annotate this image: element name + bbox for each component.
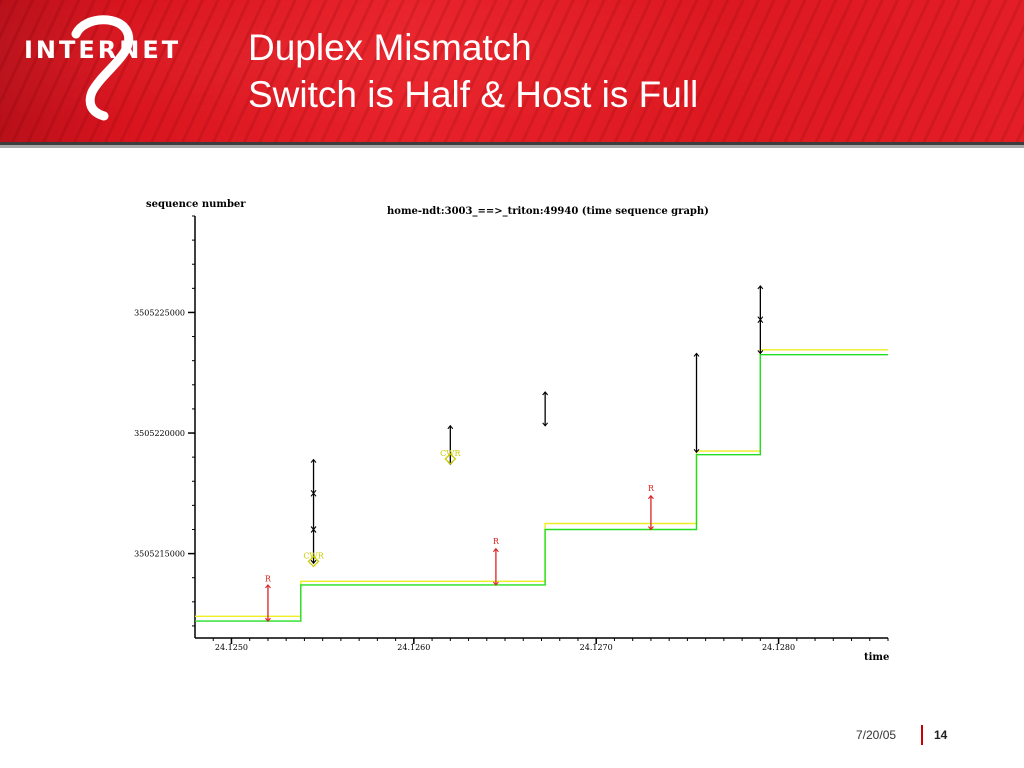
segment-arrow-top bbox=[757, 285, 764, 290]
segment-arrow-top bbox=[647, 494, 654, 500]
segment-arrow-bottom bbox=[310, 526, 317, 531]
annotation-label: R bbox=[648, 484, 655, 493]
segment-arrow-bottom bbox=[265, 617, 271, 622]
footer-date: 7/20/05 bbox=[856, 728, 897, 742]
slide-title: Duplex Mismatch Switch is Half & Host is… bbox=[248, 24, 698, 118]
segment-arrow-bottom bbox=[492, 581, 499, 586]
cwr-diamond-marker bbox=[307, 555, 320, 568]
segment-arrow-top bbox=[310, 458, 317, 463]
segment-arrow-bottom bbox=[647, 526, 654, 531]
annotation-label: CWR bbox=[440, 449, 461, 458]
x-tick-label: 24.1270 bbox=[580, 643, 613, 652]
chart-xlabel: time bbox=[864, 652, 889, 663]
segment-arrow-top bbox=[447, 424, 454, 430]
time-sequence-graph: sequence number home-ndt:3003_==>_triton… bbox=[134, 199, 889, 663]
segment-arrow-top bbox=[693, 352, 700, 357]
y-tick-label: 3505215000 bbox=[134, 550, 185, 559]
header-divider-dark bbox=[0, 142, 1024, 145]
segment-arrow-top bbox=[542, 391, 549, 396]
annotation-label: R bbox=[493, 537, 500, 546]
segment-arrow-top bbox=[492, 547, 499, 553]
slide-header: INTERNET Duplex Mismatch Switch is Half … bbox=[0, 0, 1024, 142]
segment-arrow-bottom bbox=[310, 489, 317, 495]
segment-arrow-top bbox=[265, 584, 271, 589]
segment-arrow-bottom bbox=[757, 316, 764, 321]
y-tick-label: 3505225000 bbox=[134, 308, 185, 317]
annotation-label: CWR bbox=[303, 551, 324, 560]
cwr-diamond-marker bbox=[444, 453, 457, 465]
segment-arrow-bottom bbox=[693, 448, 700, 454]
internet2-logo bbox=[71, 15, 134, 121]
series-step-line bbox=[195, 349, 888, 617]
x-tick-label: 24.1280 bbox=[762, 643, 795, 652]
y-tick-label: 3505220000 bbox=[134, 429, 185, 438]
title-line-2: Switch is Half & Host is Full bbox=[248, 74, 699, 115]
logo-wordmark: INTERNET bbox=[24, 36, 182, 64]
segment-arrow-bottom bbox=[757, 350, 764, 355]
page-number: 14 bbox=[934, 728, 948, 742]
x-tick-label: 24.1260 bbox=[397, 643, 430, 652]
chart-title: home-ndt:3003_==>_triton:49940 (time seq… bbox=[387, 206, 709, 217]
footer-separator bbox=[921, 725, 923, 745]
series-step-line bbox=[195, 353, 888, 622]
chart-ylabel: sequence number bbox=[146, 199, 246, 210]
segment-arrow-bottom bbox=[542, 422, 549, 427]
plot-area: 3505215000 3505220000 3505225000 24.1250 24.… bbox=[134, 215, 889, 652]
header-texture bbox=[0, 0, 1024, 142]
x-tick-label: 24.1250 bbox=[215, 643, 248, 652]
title-line-1: Duplex Mismatch bbox=[248, 27, 532, 68]
annotation-label: R bbox=[265, 574, 272, 583]
header-divider-light bbox=[0, 145, 1024, 148]
segment-arrow-bottom bbox=[310, 559, 317, 565]
